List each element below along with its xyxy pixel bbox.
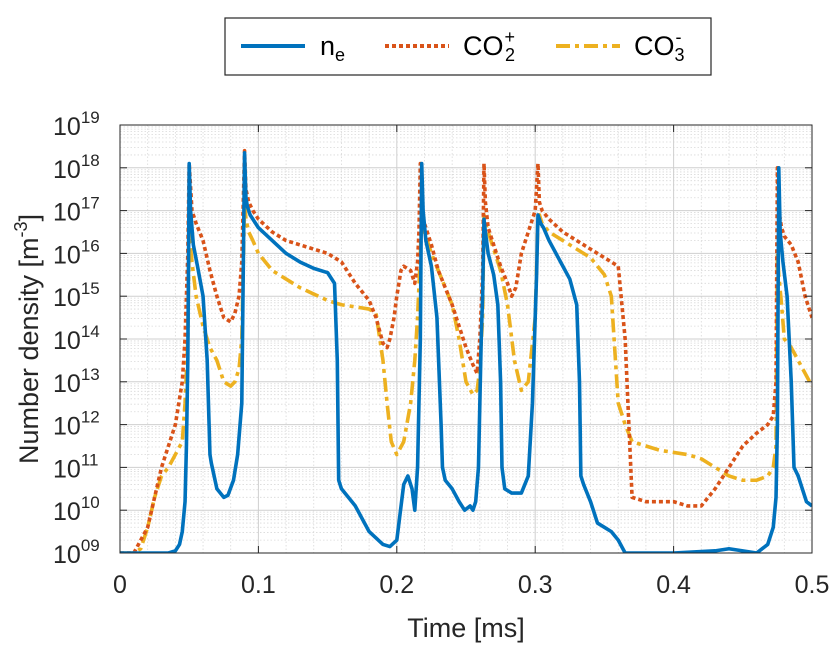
y-tick-label: 1012 [53,408,100,441]
x-tick-label: 0.5 [795,571,830,599]
x-tick-label: 0.4 [656,571,691,599]
x-axis-title: Time [ms] [407,613,525,643]
series-line-ne [120,151,812,553]
y-tick-label: 1015 [53,279,100,312]
y-tick-labels: 1009 1010 1011 1012 1013 1014 1015 1016 1017 1018… [53,108,100,569]
legend-label-co3-minus: CO-3 [634,27,685,65]
x-tick-label: 0.3 [518,571,553,599]
y-tick-label: 1014 [53,322,100,355]
y-tick-label: 1016 [53,236,100,269]
ticks [119,124,813,554]
legend-label-ne: ne [320,31,345,65]
y-tick-label: 1013 [53,365,100,398]
x-tick-label: 0.2 [379,571,414,599]
y-axis-title: Number density [m-3] [11,214,44,464]
legend-label-co2-plus: CO+ 2 [463,27,515,65]
x-tick-label: 0 [113,571,127,599]
y-tick-label: 1019 [53,108,100,141]
x-tick-label: 0.1 [241,571,276,599]
grid [119,124,813,554]
series-line-co2-plus [120,148,812,553]
y-tick-label: 1018 [53,151,100,184]
legend-box [224,17,712,76]
y-tick-label: 1011 [53,450,98,483]
y-tick-label: 1017 [53,194,100,227]
series-line-co3-minus [120,200,812,553]
y-tick-label: 1010 [53,493,100,526]
legend: ne CO+ 2 CO-3 [224,17,712,76]
x-tick-labels: 0 0.1 0.2 0.3 0.4 0.5 [113,571,829,599]
y-tick-label: 1009 [53,536,100,569]
series-layer [120,148,812,553]
